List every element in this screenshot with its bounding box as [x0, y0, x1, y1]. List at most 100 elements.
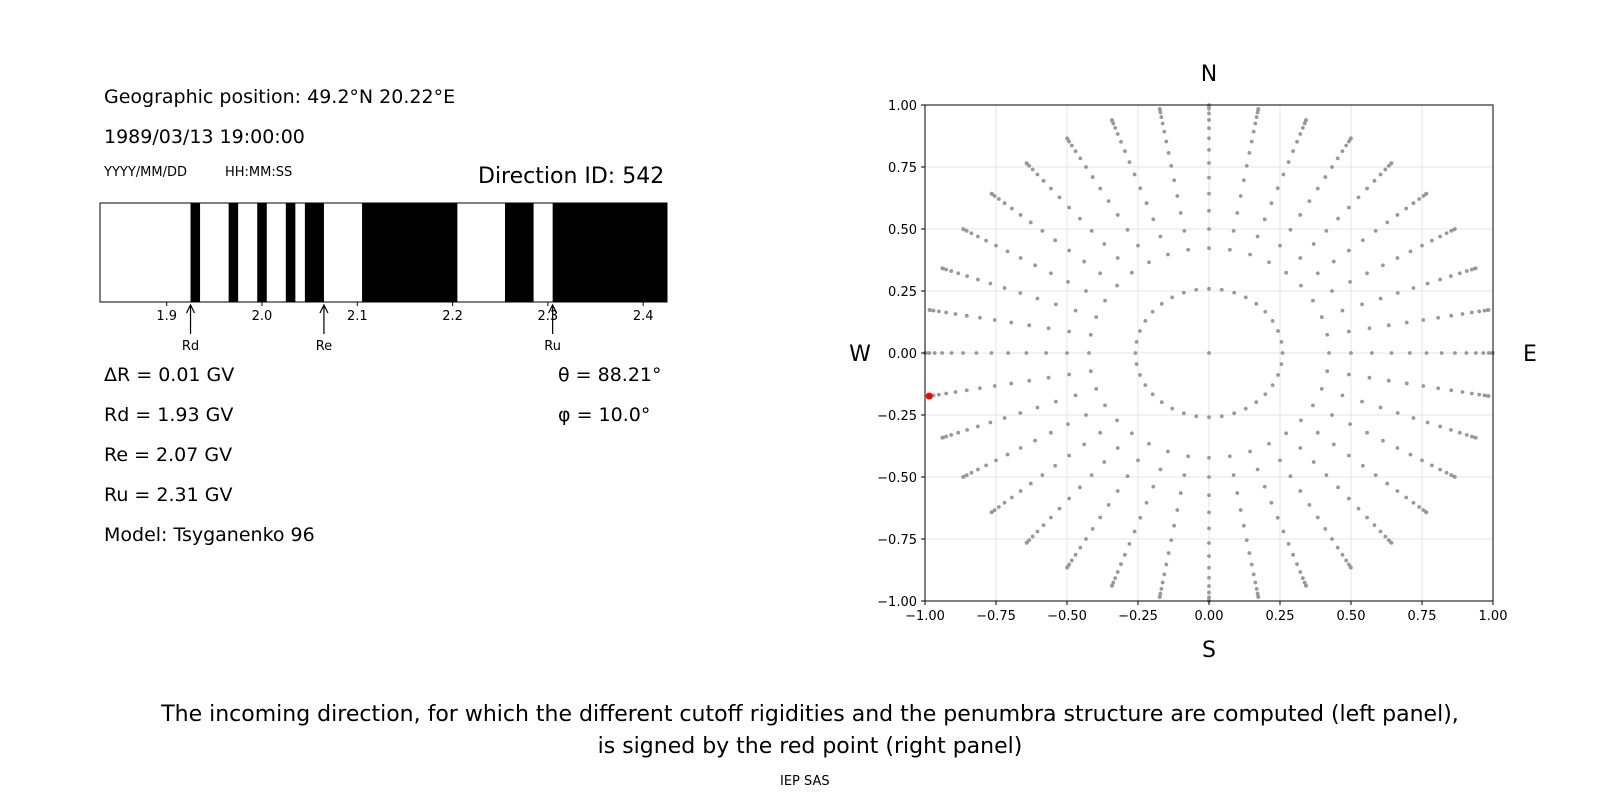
grid-point: [1186, 247, 1191, 252]
direction-label-east: E: [1523, 342, 1537, 367]
grid-point: [988, 420, 993, 425]
grid-point: [989, 510, 994, 515]
rd-value-text: Rd = 1.93 GV: [104, 404, 234, 426]
grid-point: [1194, 287, 1199, 292]
grid-point: [1115, 256, 1120, 260]
grid-point: [1378, 296, 1383, 301]
grid-point: [1486, 308, 1491, 312]
grid-point: [1194, 414, 1199, 419]
grid-point: [1295, 139, 1299, 144]
grid-point: [1207, 161, 1211, 165]
grid-point: [1231, 228, 1236, 233]
grid-point: [1356, 195, 1361, 200]
grid-point: [1276, 373, 1280, 377]
grid-point: [1164, 562, 1169, 567]
grid-point: [1482, 308, 1487, 313]
grid-point: [1367, 326, 1372, 331]
grid-point: [1284, 270, 1289, 275]
grid-point: [1249, 139, 1254, 144]
grid-point: [1169, 538, 1174, 542]
grid-point: [1073, 552, 1078, 557]
grid-point: [1280, 351, 1285, 355]
grid-point: [1132, 529, 1137, 534]
grid-point: [1207, 493, 1211, 498]
x-tick-label: 2.0: [252, 309, 273, 324]
grid-point: [1157, 595, 1162, 600]
grid-point: [1158, 467, 1163, 472]
grid-point: [1027, 378, 1032, 383]
grid-point: [975, 234, 980, 239]
grid-point: [1344, 558, 1349, 563]
grid-point: [1464, 433, 1469, 437]
grid-point: [1256, 595, 1261, 600]
grid-point: [1424, 351, 1429, 355]
grid-point: [1411, 286, 1416, 290]
grid-point: [1207, 175, 1211, 180]
grid-point: [1256, 106, 1261, 111]
grid-point: [1144, 500, 1149, 505]
grid-point: [1002, 201, 1007, 206]
grid-point: [1365, 430, 1369, 435]
grid-point: [1372, 178, 1377, 183]
grid-point: [944, 267, 949, 272]
grid-point: [969, 231, 974, 236]
grid-point: [1254, 115, 1259, 119]
grid-point: [1395, 411, 1400, 415]
grid-point: [964, 388, 969, 393]
grid-point: [975, 277, 980, 282]
grid-point: [1389, 540, 1394, 545]
grid-point: [1033, 438, 1037, 443]
grid-point: [949, 351, 954, 355]
grid-point: [927, 308, 932, 312]
grid-point: [1249, 562, 1254, 567]
grid-point: [1417, 197, 1422, 201]
grid-point: [1420, 458, 1424, 463]
grid-point: [953, 312, 958, 316]
grid-point: [1298, 132, 1303, 136]
grid-point: [964, 313, 969, 318]
grid-point: [1078, 485, 1082, 490]
grid-point: [1404, 320, 1409, 325]
grid-point: [1281, 172, 1286, 177]
grid-point: [1035, 405, 1040, 410]
grid-point: [1207, 595, 1211, 600]
grid-point: [1420, 243, 1424, 248]
grid-point: [1106, 502, 1111, 507]
grid-point: [1286, 541, 1291, 546]
re-value-text: Re = 2.07 GV: [104, 444, 233, 466]
caption-line-2: is signed by the red point (right panel): [597, 734, 1023, 759]
grid-point: [1460, 390, 1465, 394]
grid-point: [1232, 290, 1237, 295]
grid-point: [1182, 473, 1187, 478]
marker-arrowhead-re: [319, 303, 329, 314]
grid-point: [1295, 562, 1299, 567]
grid-point: [1103, 403, 1107, 408]
y-tick-label: 1.00: [888, 99, 917, 114]
grid-point: [1438, 234, 1443, 239]
grid-point: [1448, 274, 1453, 279]
grid-point: [1385, 481, 1390, 486]
y-tick-label: −0.25: [877, 409, 917, 424]
grid-point: [1457, 430, 1462, 435]
grid-point: [1207, 554, 1211, 559]
grid-point: [1159, 301, 1164, 306]
grid-point: [1304, 584, 1308, 588]
grid-point: [1346, 205, 1351, 210]
grid-point: [1404, 495, 1409, 500]
grid-point: [1207, 575, 1211, 580]
grid-point: [1331, 442, 1336, 447]
grid-point: [1324, 473, 1329, 478]
grid-point: [1170, 406, 1175, 411]
grid-point: [1110, 118, 1114, 122]
grid-point: [1207, 590, 1211, 595]
grid-point: [1255, 467, 1260, 472]
grid-point: [1469, 310, 1474, 315]
grid-point: [1041, 523, 1046, 528]
grid-point: [1030, 167, 1035, 172]
grid-point: [1227, 247, 1232, 252]
grid-point: [1395, 446, 1400, 450]
grid-point: [1150, 392, 1155, 397]
grid-point: [1286, 160, 1291, 165]
grid-point: [1311, 403, 1315, 408]
grid-point: [1009, 381, 1014, 386]
